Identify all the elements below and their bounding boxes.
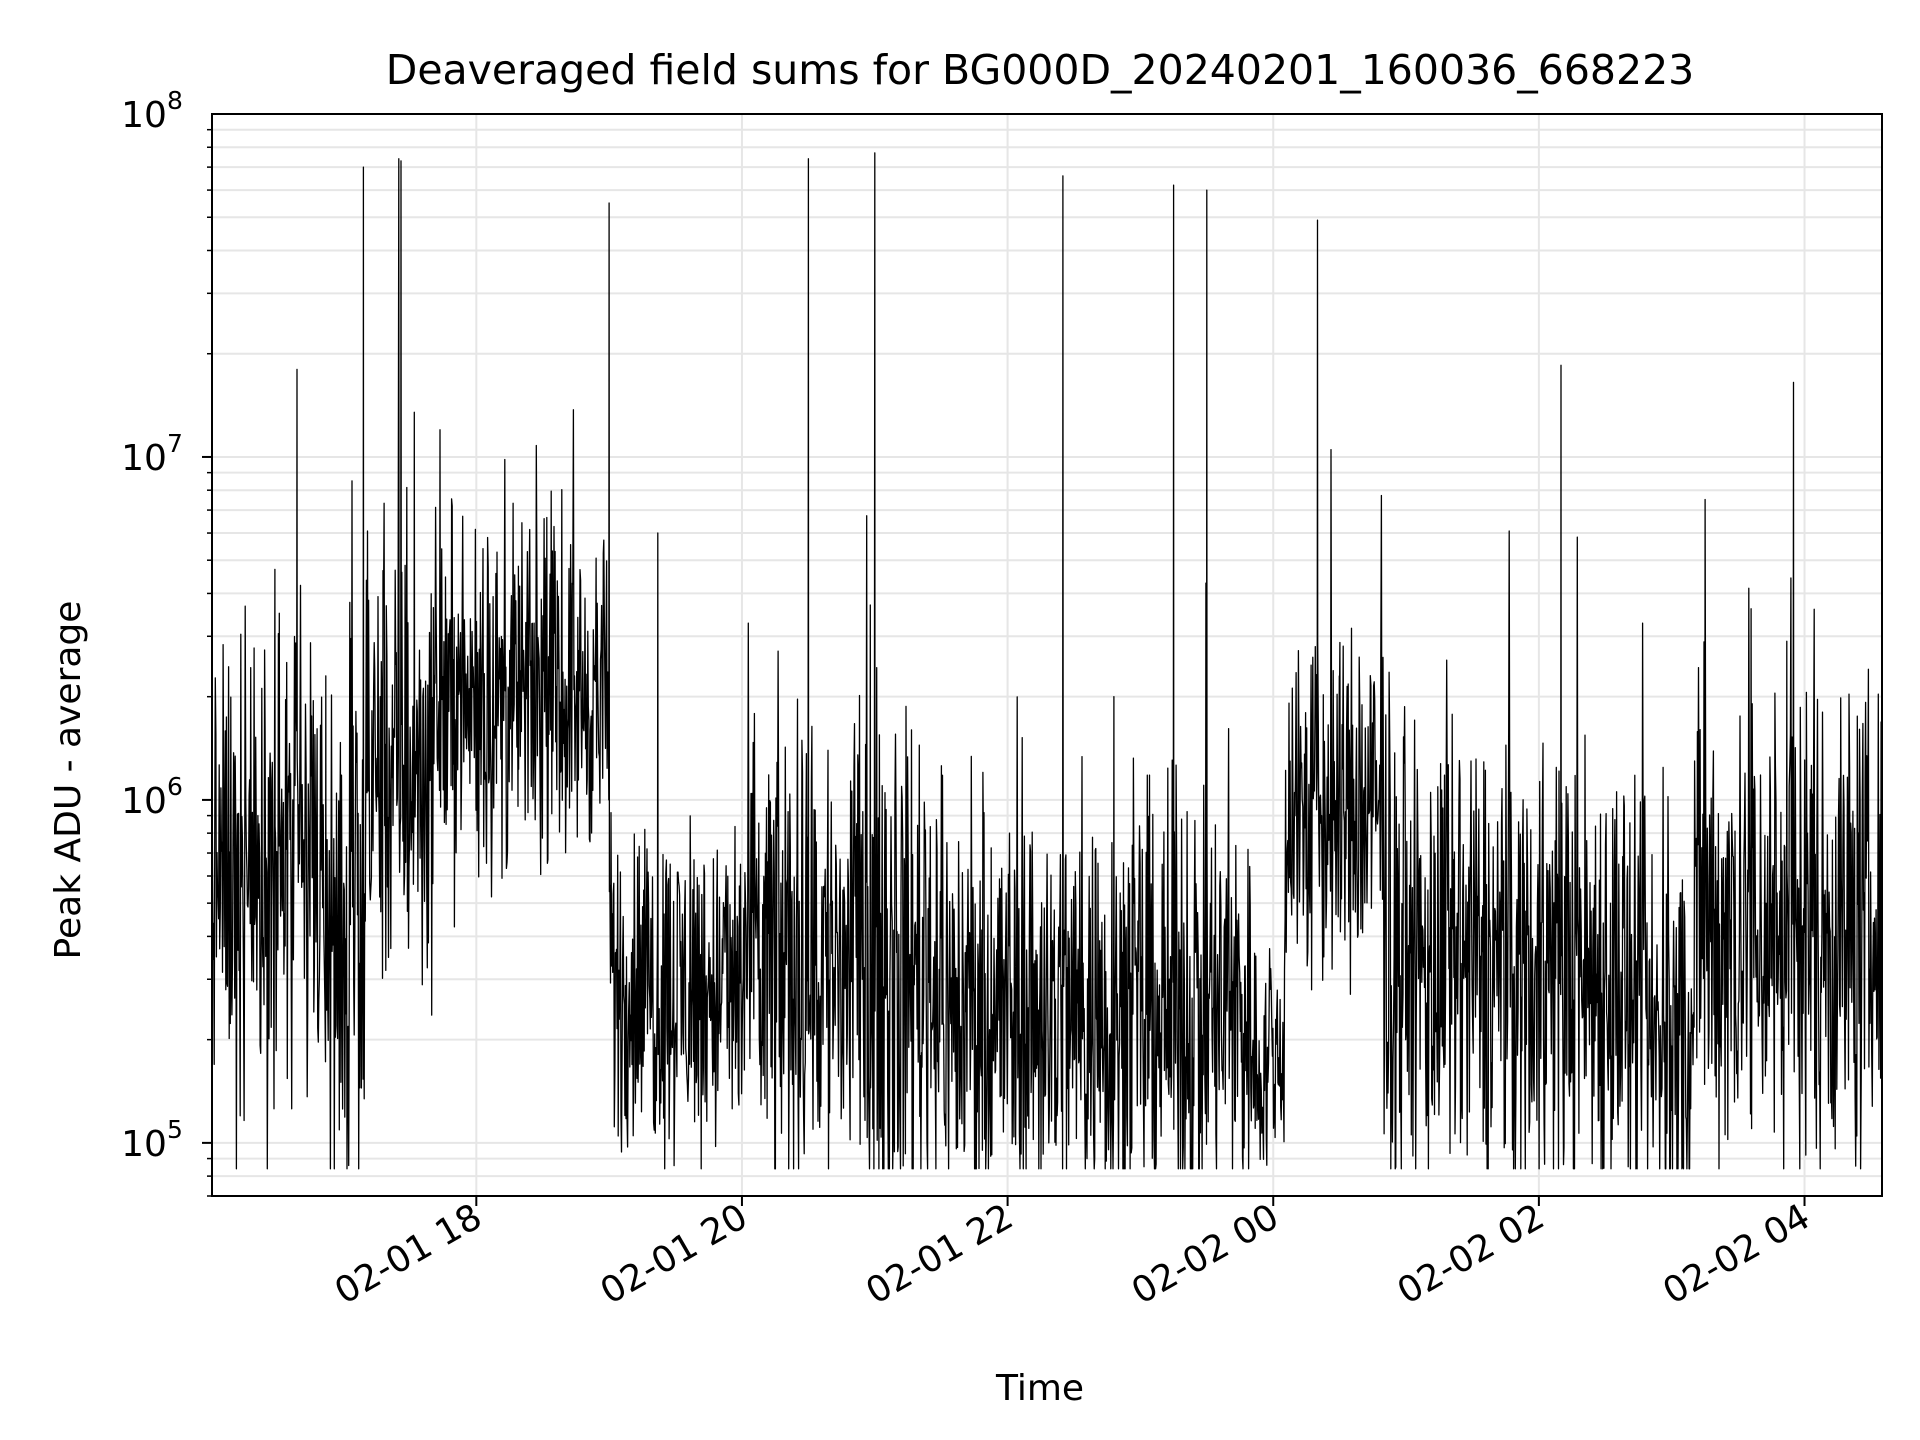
y-axis-label: Peak ADU - average — [48, 601, 89, 960]
y-tick-label: 107 — [121, 429, 183, 479]
y-tick-label: 106 — [121, 772, 183, 822]
x-axis-label: Time — [995, 1368, 1084, 1409]
series-layer — [211, 152, 1883, 1170]
y-axis: 105 106 107 108 — [121, 86, 212, 1197]
plot-frame — [211, 113, 1883, 1197]
y-tick-label: 105 — [121, 1115, 183, 1165]
chart-title: Deaveraged field sums for BG000D_2024020… — [386, 46, 1695, 94]
y-tick-label: 108 — [121, 86, 183, 136]
series-line — [211, 152, 1883, 1170]
